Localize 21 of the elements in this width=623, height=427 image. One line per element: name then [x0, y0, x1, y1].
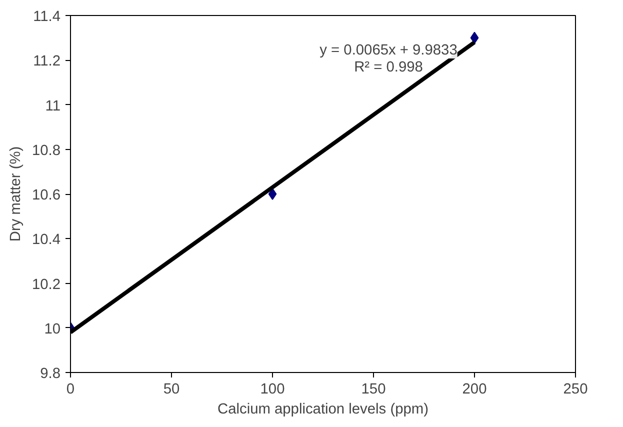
x-tick-label: 0 [66, 382, 75, 398]
annotation: y = 0.0065x + 9.9833 [320, 42, 458, 58]
y-tick-label: 10.4 [32, 232, 61, 248]
x-tick-label: 100 [260, 382, 285, 398]
x-tick-label: 50 [163, 382, 180, 398]
x-axis-title: Calcium application levels (ppm) [218, 402, 428, 418]
y-tick-label: 10 [44, 321, 61, 338]
y-tick-label: 11.4 [33, 9, 60, 25]
x-tick-label: 150 [361, 382, 386, 398]
annotation: R² = 0.998 [354, 60, 423, 76]
x-tick-label: 250 [563, 382, 588, 398]
y-tick-label: 11.2 [33, 54, 60, 70]
y-tick-label: 10.2 [32, 276, 61, 293]
point [470, 32, 479, 44]
point [268, 188, 277, 200]
y-tick-label: 10.6 [32, 188, 61, 204]
y-tick-label: 9.8 [40, 366, 60, 382]
y-tick-label: 11 [45, 98, 61, 114]
y-axis-title: Dry matter (%) [8, 146, 24, 242]
x-tick-label: 200 [462, 382, 487, 398]
y-tick-label: 10.8 [32, 142, 61, 159]
